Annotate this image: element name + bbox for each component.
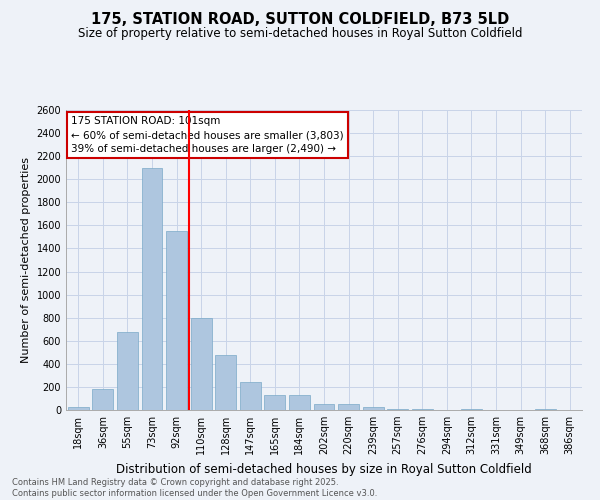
Bar: [265, 395, 286, 410]
Bar: [387, 409, 408, 410]
X-axis label: Distribution of semi-detached houses by size in Royal Sutton Coldfield: Distribution of semi-detached houses by …: [116, 462, 532, 475]
Bar: [68, 407, 89, 410]
Bar: [240, 382, 261, 410]
Bar: [117, 332, 138, 410]
Text: 175 STATION ROAD: 101sqm
← 60% of semi-detached houses are smaller (3,803)
39% o: 175 STATION ROAD: 101sqm ← 60% of semi-d…: [71, 116, 344, 154]
Text: 175, STATION ROAD, SUTTON COLDFIELD, B73 5LD: 175, STATION ROAD, SUTTON COLDFIELD, B73…: [91, 12, 509, 28]
Bar: [314, 404, 334, 410]
Text: Size of property relative to semi-detached houses in Royal Sutton Coldfield: Size of property relative to semi-detach…: [78, 28, 522, 40]
Text: Contains HM Land Registry data © Crown copyright and database right 2025.
Contai: Contains HM Land Registry data © Crown c…: [12, 478, 377, 498]
Bar: [92, 389, 113, 410]
Bar: [142, 168, 163, 410]
Bar: [191, 318, 212, 410]
Bar: [166, 231, 187, 410]
Bar: [362, 406, 383, 410]
Bar: [338, 404, 359, 410]
Y-axis label: Number of semi-detached properties: Number of semi-detached properties: [21, 157, 31, 363]
Bar: [215, 354, 236, 410]
Bar: [289, 395, 310, 410]
